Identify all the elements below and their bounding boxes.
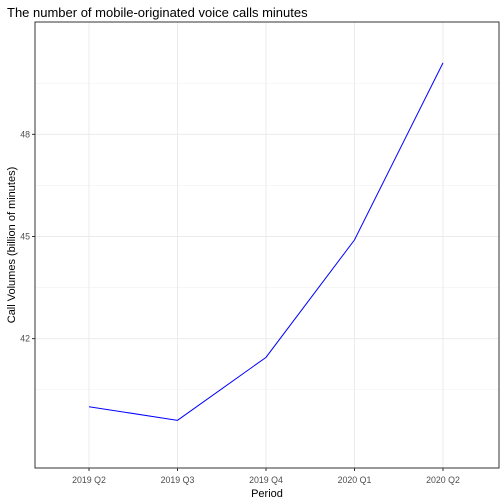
plot-panel xyxy=(35,22,499,468)
ticks: 42 45 48 2019 Q2 2019 Q3 2019 Q4 2020 Q1 2020 Q… xyxy=(20,129,460,485)
x-tick-label: 2019 Q4 xyxy=(249,475,283,485)
series-layer xyxy=(88,62,444,421)
x-tick-label: 2020 Q1 xyxy=(338,475,372,485)
y-tick-label: 48 xyxy=(20,129,30,139)
y-tick-label: 42 xyxy=(20,334,30,344)
y-tick-label: 45 xyxy=(20,231,30,241)
x-tick-label: 2019 Q3 xyxy=(161,475,195,485)
chart-title: The number of mobile-originated voice ca… xyxy=(7,5,308,20)
x-tick-label: 2019 Q2 xyxy=(72,475,106,485)
x-tick-label: 2020 Q2 xyxy=(426,475,460,485)
x-axis-title: Period xyxy=(251,488,283,500)
y-axis-title: Call Volumes (billion of minutes) xyxy=(6,167,18,324)
grid-lines xyxy=(35,22,499,468)
plot-border xyxy=(34,21,500,469)
